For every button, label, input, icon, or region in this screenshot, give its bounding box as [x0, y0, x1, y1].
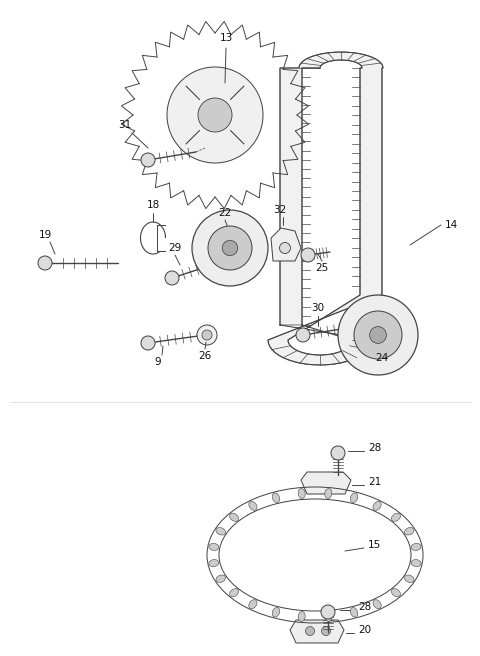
Ellipse shape — [350, 493, 358, 502]
Circle shape — [301, 248, 315, 262]
Ellipse shape — [325, 611, 332, 621]
Circle shape — [165, 271, 179, 285]
Polygon shape — [268, 52, 383, 365]
Ellipse shape — [209, 543, 219, 550]
Text: 30: 30 — [312, 303, 324, 313]
Ellipse shape — [209, 560, 219, 567]
Circle shape — [197, 325, 217, 345]
Text: 24: 24 — [375, 353, 389, 363]
Circle shape — [38, 256, 52, 270]
Circle shape — [279, 243, 290, 253]
Ellipse shape — [411, 560, 421, 567]
Ellipse shape — [272, 493, 280, 502]
Text: 15: 15 — [368, 540, 381, 550]
Text: 22: 22 — [218, 208, 232, 218]
Circle shape — [296, 328, 310, 342]
Text: 14: 14 — [445, 220, 458, 230]
Circle shape — [198, 98, 232, 132]
Text: 28: 28 — [358, 602, 371, 612]
Circle shape — [322, 626, 331, 636]
Ellipse shape — [229, 513, 239, 522]
Ellipse shape — [229, 588, 239, 597]
Text: 31: 31 — [119, 120, 132, 130]
Text: 19: 19 — [38, 230, 52, 240]
Text: 26: 26 — [198, 351, 212, 361]
Text: 18: 18 — [146, 200, 160, 210]
Polygon shape — [290, 620, 344, 643]
Ellipse shape — [373, 600, 381, 609]
Circle shape — [141, 153, 155, 167]
Ellipse shape — [373, 501, 381, 510]
Circle shape — [141, 336, 155, 350]
Circle shape — [208, 226, 252, 270]
Text: 29: 29 — [168, 243, 181, 253]
Circle shape — [331, 446, 345, 460]
Ellipse shape — [350, 607, 358, 617]
Circle shape — [321, 605, 335, 619]
Ellipse shape — [249, 600, 257, 609]
Ellipse shape — [391, 588, 400, 597]
Circle shape — [167, 67, 263, 163]
Circle shape — [338, 295, 418, 375]
Text: 21: 21 — [368, 477, 381, 487]
Ellipse shape — [298, 611, 305, 621]
Text: 9: 9 — [155, 357, 161, 367]
Text: 13: 13 — [219, 33, 233, 43]
Text: 32: 32 — [274, 205, 287, 215]
Ellipse shape — [391, 513, 400, 522]
Text: 28: 28 — [368, 443, 381, 453]
Ellipse shape — [411, 543, 421, 550]
Circle shape — [202, 330, 212, 340]
Circle shape — [192, 210, 268, 286]
Circle shape — [354, 311, 402, 359]
Text: 20: 20 — [358, 625, 371, 635]
Ellipse shape — [272, 607, 280, 617]
Ellipse shape — [325, 489, 332, 499]
Circle shape — [370, 327, 386, 343]
Polygon shape — [301, 472, 351, 494]
Ellipse shape — [216, 575, 226, 583]
Ellipse shape — [405, 527, 414, 535]
Circle shape — [222, 240, 238, 256]
Ellipse shape — [216, 527, 226, 535]
Ellipse shape — [405, 575, 414, 583]
Ellipse shape — [298, 489, 305, 499]
Ellipse shape — [249, 501, 257, 510]
Text: 25: 25 — [315, 263, 329, 273]
Circle shape — [305, 626, 314, 636]
Polygon shape — [271, 228, 301, 261]
